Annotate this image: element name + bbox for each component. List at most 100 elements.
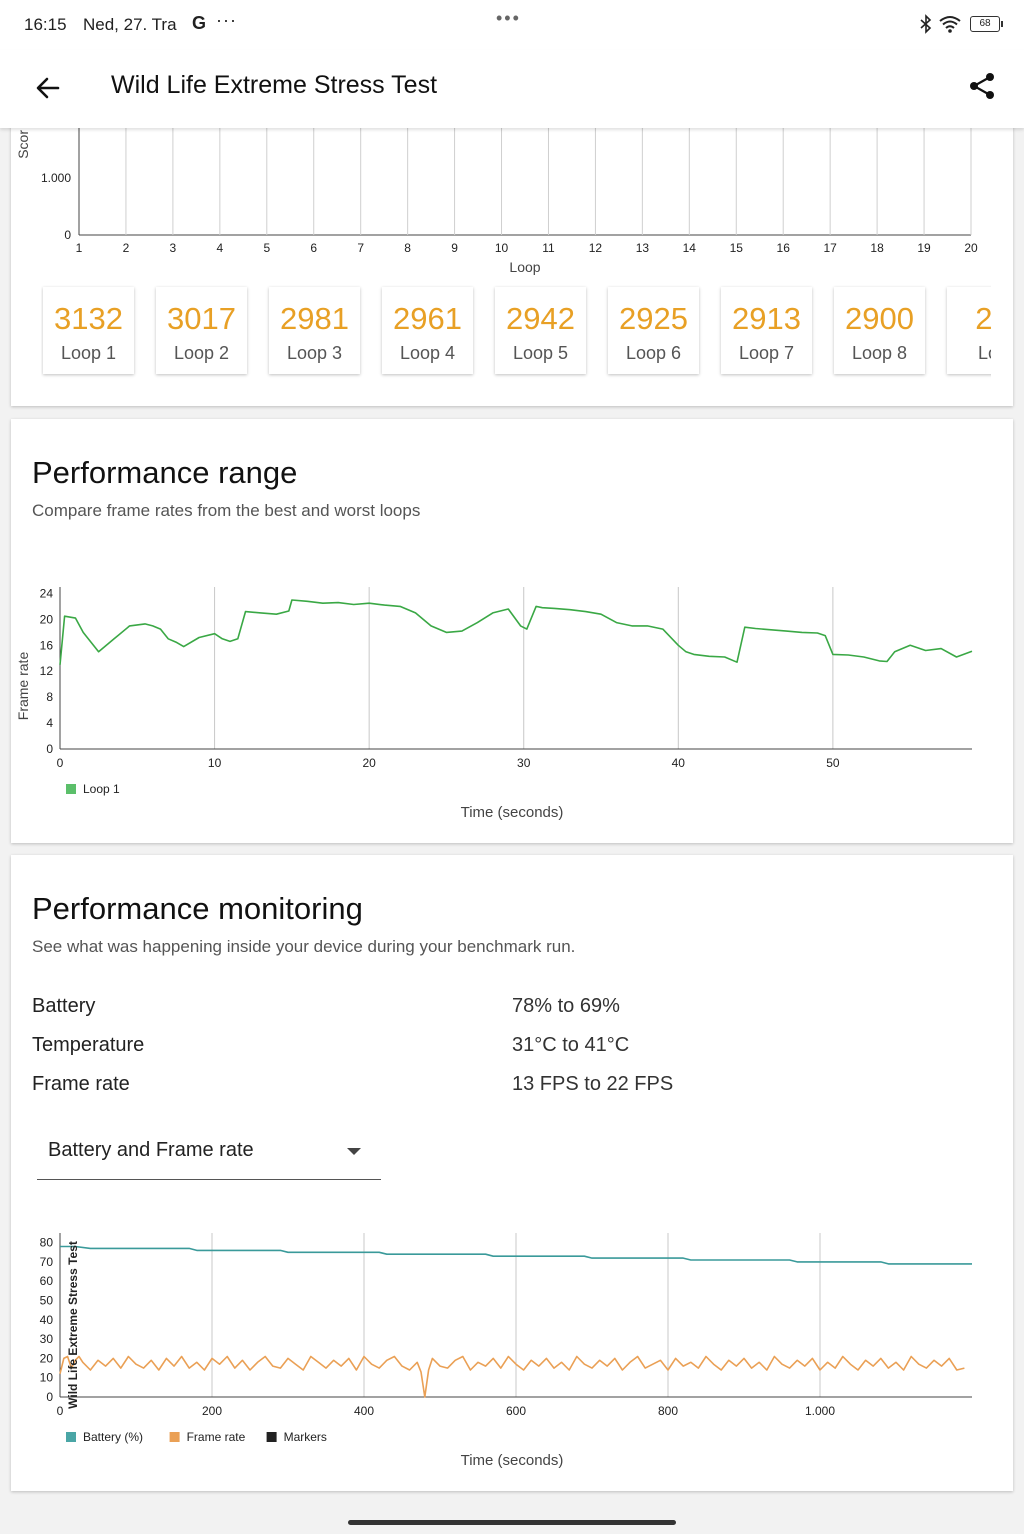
status-bar: 16:15 Ned, 27. Tra G ··· ••• 68 xyxy=(0,0,1024,50)
google-icon: G xyxy=(192,13,207,33)
y-tick-label: 80 xyxy=(40,1236,54,1250)
loop-score-label: Loop 8 xyxy=(851,343,908,363)
y-tick-label: 4 xyxy=(46,716,53,730)
status-time: 16:15 xyxy=(24,15,67,34)
y-tick-label: 0 xyxy=(64,228,71,242)
gesture-nav-handle[interactable] xyxy=(348,1520,676,1525)
x-tick-label: 13 xyxy=(636,241,650,255)
loop-score-card[interactable]: 28 Loc xyxy=(947,287,991,374)
x-tick-label: 10 xyxy=(495,241,509,255)
loop-score-value: 2981 xyxy=(280,301,349,336)
x-tick-label: 16 xyxy=(777,241,791,255)
y-tick-label: 40 xyxy=(40,1313,54,1327)
legend-label: Markers xyxy=(284,1430,327,1444)
x-tick-label: 50 xyxy=(826,756,840,770)
x-tick-label: 20 xyxy=(964,241,978,255)
y-tick-label: 0 xyxy=(46,1390,53,1404)
loop-score-value: 2942 xyxy=(506,301,575,336)
legend-swatch xyxy=(169,1432,180,1442)
y-tick-label: 20 xyxy=(40,1351,54,1365)
performance-range-card: Performance range Compare frame rates fr… xyxy=(11,419,1013,843)
x-tick-label: 600 xyxy=(506,1404,526,1418)
share-icon[interactable] xyxy=(966,70,998,102)
page-title: Wild Life Extreme Stress Test xyxy=(111,71,438,99)
dropdown-selected-value: Battery and Frame rate xyxy=(48,1139,254,1161)
loop-score-value: 3017 xyxy=(167,301,236,336)
y-tick-label: 30 xyxy=(40,1332,54,1346)
loop-score-label: Loop 6 xyxy=(625,343,682,363)
loop-score-label: Loop 5 xyxy=(512,343,569,363)
loop-score-label: Loop 1 xyxy=(60,343,117,363)
loop-score-card[interactable]: 3017 Loop 2 xyxy=(156,287,247,374)
performance-monitoring-title: Performance monitoring xyxy=(32,891,363,926)
performance-monitoring-card: Performance monitoring See what was happ… xyxy=(11,855,1013,1491)
loop-score-card[interactable]: 2961 Loop 4 xyxy=(382,287,473,374)
x-tick-label: 3 xyxy=(170,241,177,255)
loop-score-value: 2961 xyxy=(393,301,462,336)
x-axis-title: Time (seconds) xyxy=(461,1452,564,1469)
x-tick-label: 800 xyxy=(658,1404,678,1418)
y-tick-label: 24 xyxy=(40,586,54,600)
loop-score-card[interactable]: 2942 Loop 5 xyxy=(495,287,586,374)
multitask-dots-icon[interactable]: ••• xyxy=(496,8,521,28)
metric-value-temperature: 31°C to 41°C xyxy=(512,1034,630,1056)
loop-scores-card: 1 2 3 4 5 6 7 8 9 10 11 12 13 14 15 16 17 18 19 20 1.000 0 Loo… xyxy=(11,110,1013,406)
legend-swatch xyxy=(266,1432,277,1442)
metric-label-battery: Battery xyxy=(32,995,96,1017)
legend-label: Battery (%) xyxy=(83,1430,143,1444)
chart-type-dropdown[interactable]: Battery and Frame rate xyxy=(37,1127,381,1180)
bluetooth-icon xyxy=(920,14,932,34)
loop-scores-strip[interactable]: 3132 Loop 1 3017 Loop 2 2981 Loop 3 2961 Loop 4… xyxy=(41,285,991,380)
loop-score-label: Loop 3 xyxy=(286,343,343,363)
performance-range-title: Performance range xyxy=(32,455,298,490)
y-tick-label: 12 xyxy=(40,664,54,678)
loop-score-card[interactable]: 2981 Loop 3 xyxy=(269,287,360,374)
arrow-back-icon[interactable] xyxy=(30,70,66,106)
loop-score-card[interactable]: 2900 Loop 8 xyxy=(834,287,925,374)
dropdown-caret-icon xyxy=(347,1148,361,1155)
y-tick-label: 70 xyxy=(40,1255,54,1269)
x-tick-label: 7 xyxy=(357,241,364,255)
marker-label: Wild Life Extreme Stress Test xyxy=(66,1241,80,1409)
loop-score-value: 2900 xyxy=(845,301,914,336)
x-tick-label: 30 xyxy=(517,756,531,770)
wifi-icon xyxy=(939,16,961,33)
x-tick-label: 6 xyxy=(310,241,317,255)
y-tick-label: 60 xyxy=(40,1274,54,1288)
loop-score-value: 28 xyxy=(975,301,991,336)
loop-score-card[interactable]: 2925 Loop 6 xyxy=(608,287,699,374)
more-notifications: ··· xyxy=(216,10,237,30)
x-tick-label: 0 xyxy=(57,756,64,770)
loop-score-card[interactable]: 2913 Loop 7 xyxy=(721,287,812,374)
legend-label: Loop 1 xyxy=(83,782,120,796)
y-tick-label: 10 xyxy=(40,1371,54,1385)
x-tick-label: 8 xyxy=(404,241,411,255)
x-tick-label: 10 xyxy=(208,756,222,770)
performance-monitoring-subtitle: See what was happening inside your devic… xyxy=(32,937,576,956)
x-tick-label: 0 xyxy=(57,1404,64,1418)
loop-score-value: 2925 xyxy=(619,301,688,336)
performance-range-subtitle: Compare frame rates from the best and wo… xyxy=(32,501,421,520)
x-tick-label: 20 xyxy=(362,756,376,770)
loop-score-value: 2913 xyxy=(732,301,801,336)
loop-score-label: Loop 2 xyxy=(173,343,230,363)
y-tick-label: 16 xyxy=(40,638,54,652)
y-axis-title: Scor xyxy=(15,130,31,159)
metric-label-temperature: Temperature xyxy=(32,1034,145,1056)
loop-score-card[interactable]: 3132 Loop 1 xyxy=(43,287,134,374)
app-bar: Wild Life Extreme Stress Test xyxy=(0,50,1024,128)
monitoring-chart: 0 200 400 600 800 1.000 0 10 20 30 40 50 60 70 80 Wild … xyxy=(40,1233,972,1469)
x-tick-label: 9 xyxy=(451,241,458,255)
x-tick-label: 12 xyxy=(589,241,603,255)
x-axis-title: Time (seconds) xyxy=(461,804,564,821)
x-tick-label: 19 xyxy=(917,241,931,255)
x-tick-label: 1 xyxy=(76,241,83,255)
series-line-0 xyxy=(60,1245,972,1265)
y-tick-label: 1.000 xyxy=(41,171,71,185)
x-tick-label: 18 xyxy=(870,241,884,255)
loop-score-label: Loop 7 xyxy=(738,343,795,363)
frame-rate-chart: 0 10 20 30 40 50 0 4 8 12 16 20 24 Frame rate Loop 1 Ti… xyxy=(15,586,973,821)
loop-score-value: 3132 xyxy=(54,301,123,336)
metric-label-frame-rate: Frame rate xyxy=(32,1073,130,1095)
y-tick-label: 0 xyxy=(46,742,53,756)
